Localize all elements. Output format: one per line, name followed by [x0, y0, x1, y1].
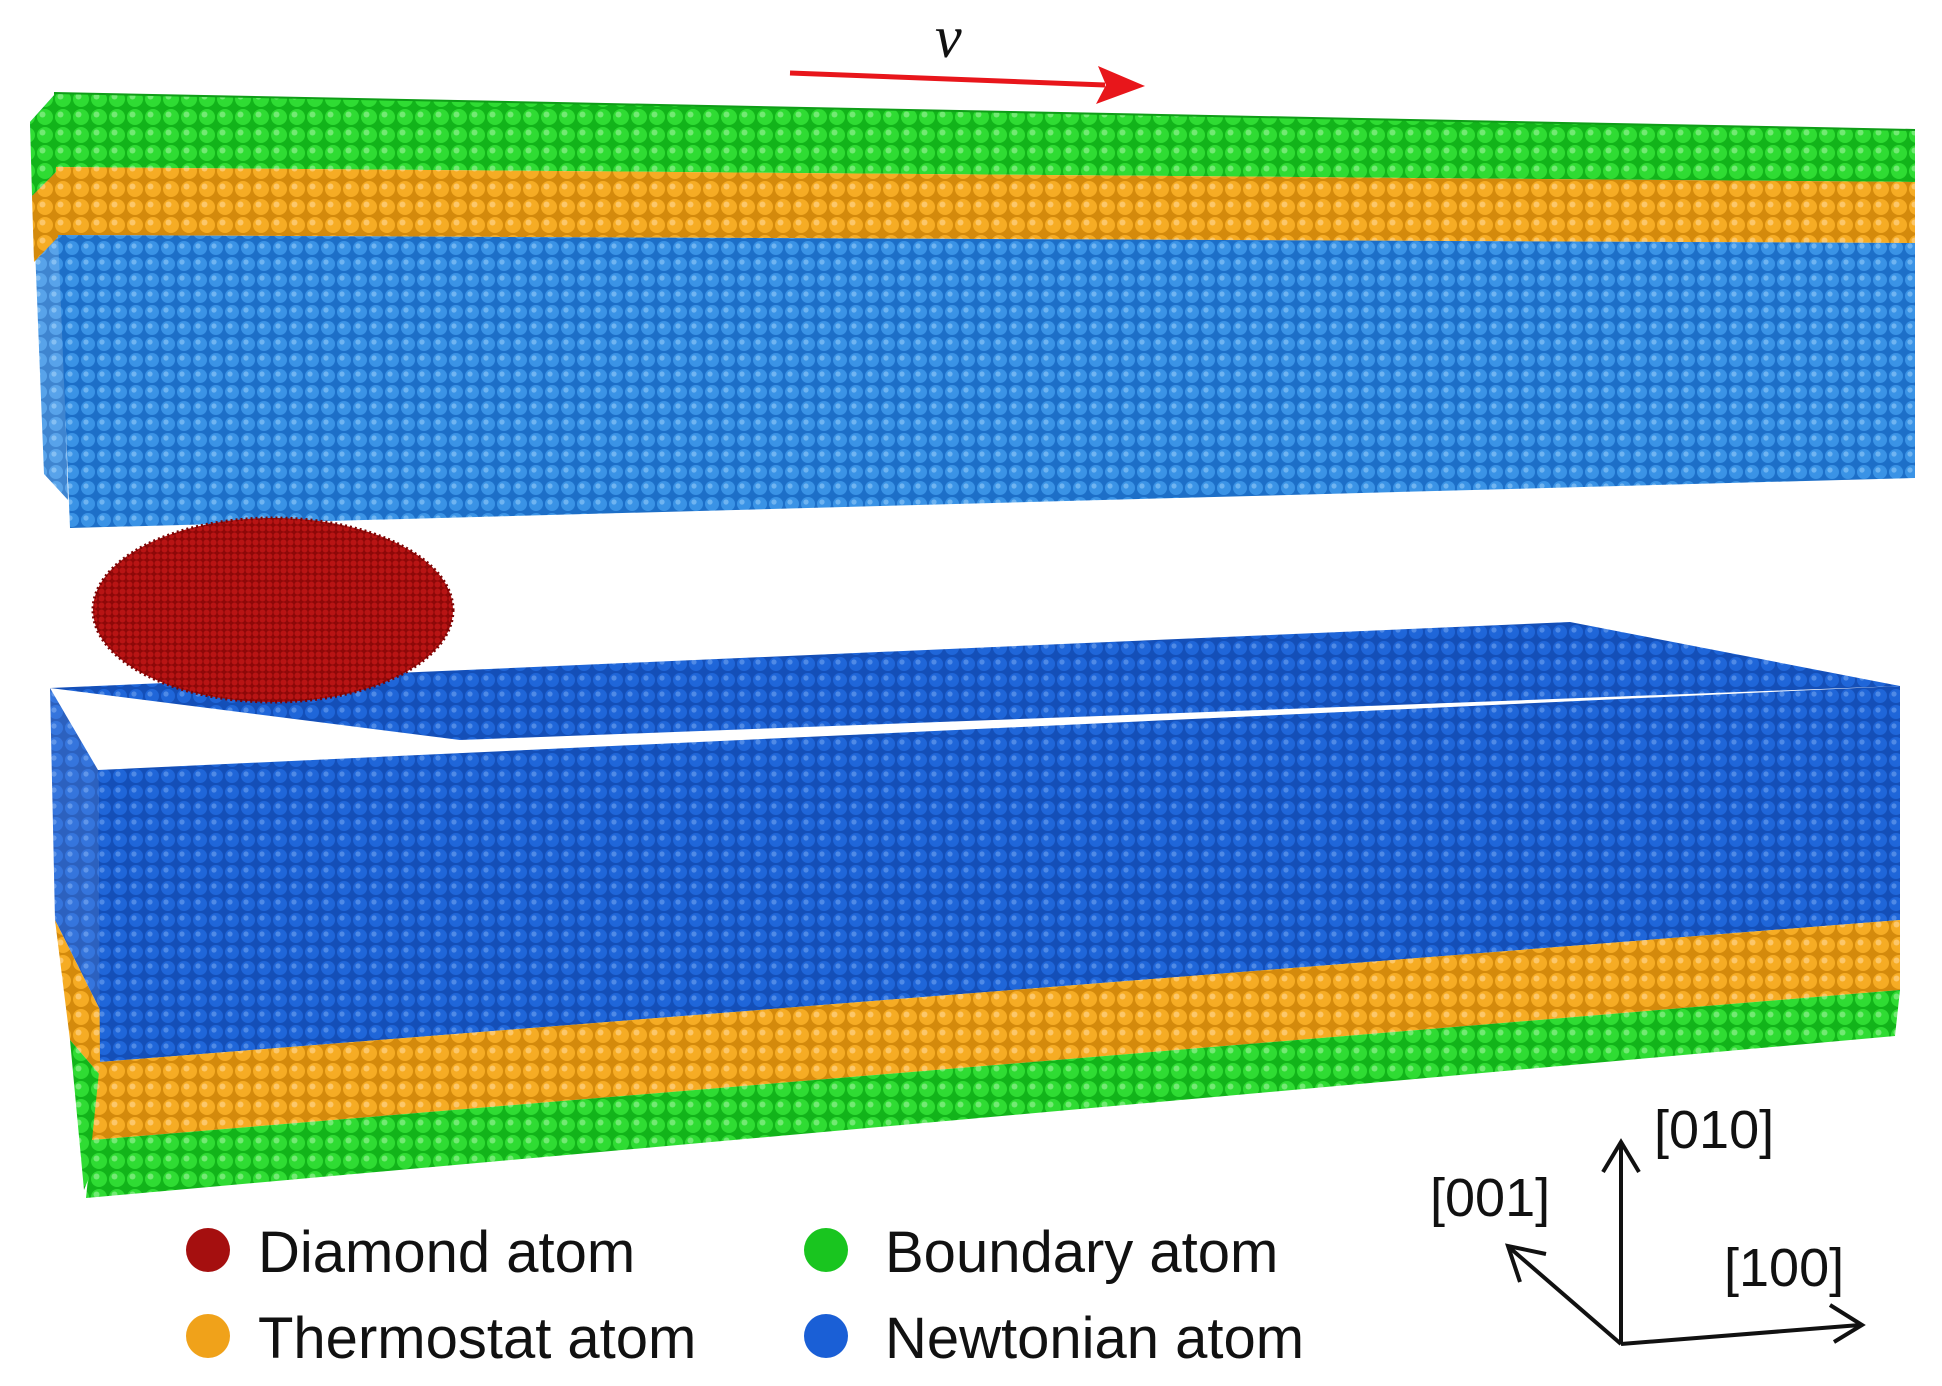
upper-block — [30, 92, 1916, 528]
legend-label-boundary: Boundary atom — [885, 1220, 1278, 1285]
axis-100-label: [100] — [1724, 1238, 1844, 1298]
upper-thermostat-layer — [56, 167, 1915, 243]
legend-label-newtonian: Newtonian atom — [885, 1306, 1304, 1371]
upper-newtonian-layer — [58, 235, 1915, 528]
axis-001-label: [001] — [1430, 1168, 1550, 1228]
velocity-label: v — [935, 4, 962, 70]
upper-boundary-layer — [54, 93, 1915, 182]
lower-block — [50, 622, 1900, 1198]
legend-marker-boundary — [804, 1228, 848, 1272]
legend-label-thermostat: Thermostat atom — [258, 1306, 696, 1371]
legend-label-diamond: Diamond atom — [258, 1220, 635, 1285]
axis-010-arrowhead — [1601, 1138, 1641, 1174]
axis-010-label: [010] — [1654, 1100, 1774, 1160]
lower-block-side-face — [50, 688, 100, 1010]
axis-100-arrowhead — [1828, 1303, 1866, 1344]
legend-marker-thermostat — [186, 1314, 230, 1358]
legend: Diamond atom Boundary atom Thermostat at… — [186, 1220, 1304, 1371]
legend-marker-diamond — [186, 1228, 230, 1272]
diamond-particle — [93, 518, 453, 702]
velocity-arrow — [789, 66, 1145, 104]
lower-block-top-face — [50, 622, 1900, 740]
lower-thermostat-layer — [92, 920, 1900, 1140]
axis-001-line — [1508, 1246, 1623, 1346]
lower-boundary-layer — [86, 990, 1900, 1198]
legend-marker-newtonian — [804, 1314, 848, 1358]
coordinate-axes — [1505, 1138, 1866, 1346]
lower-newtonian-layer — [98, 686, 1900, 1062]
axis-001-arrowhead — [1505, 1243, 1547, 1283]
axis-100-line — [1620, 1323, 1861, 1346]
